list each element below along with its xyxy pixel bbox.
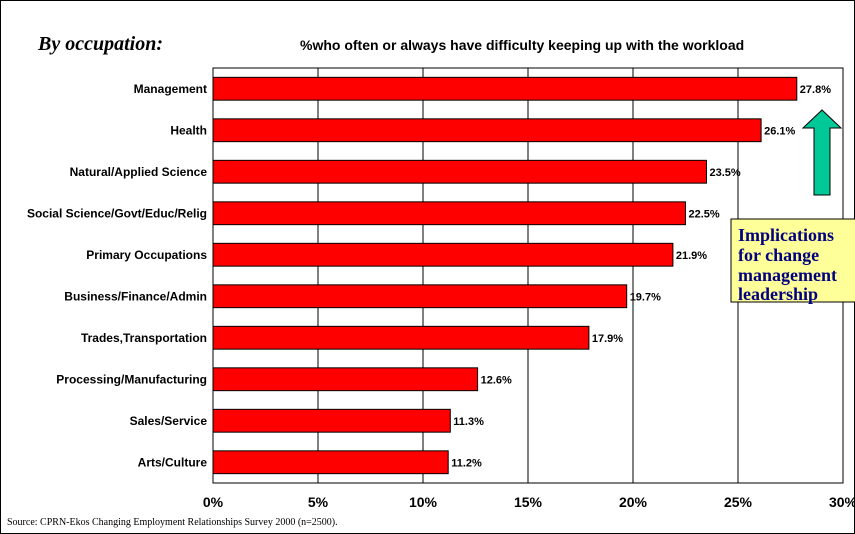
bar [212,325,590,350]
value-label: 27.8% [800,84,831,96]
value-label: 22.5% [689,208,720,220]
category-label: Sales/Service [130,414,208,428]
plot-area: Management Health Natural/Applied Science S… [27,67,855,510]
value-label: 23.5% [710,167,741,179]
callout: Implications for change management leade… [730,109,855,304]
bar [212,118,762,143]
value-labels: 27.8% 26.1% 23.5% 22.5% 21.9% 19.7% 17.9% 12.6%… [451,84,831,470]
value-label: 17.9% [592,333,623,345]
section-label: By occupation: [37,33,163,55]
callout-line-4: leadership [738,284,818,304]
bars [212,76,798,475]
category-label: Primary Occupations [86,248,207,262]
x-tick-label: 5% [308,494,329,510]
category-label: Arts/Culture [138,455,208,469]
category-label: Trades,Transportation [81,331,207,345]
value-label: 21.9% [676,250,707,262]
bar [212,408,451,433]
callout-line-1: Implications [738,225,834,245]
up-arrow-icon [801,109,843,196]
value-label: 12.6% [481,374,512,386]
category-label: Natural/Applied Science [70,165,208,179]
category-label: Health [170,123,207,137]
bar [212,201,686,226]
bar [212,450,449,475]
category-label: Management [134,82,207,96]
bar [212,76,798,101]
bar [212,242,674,267]
callout-line-3: management [738,265,837,285]
value-label: 11.2% [451,457,482,469]
x-tick-label: 20% [619,494,648,510]
callout-box [730,218,855,303]
x-tick-label: 10% [409,494,438,510]
callout-line-2: for change [738,245,819,265]
x-tick-label: 0% [203,494,224,510]
bar [212,159,707,184]
category-label: Business/Finance/Admin [64,289,207,303]
x-tick-label: 30% [829,494,855,510]
x-tick-labels: 0% 5% 10% 15% 20% 25% 30% [203,494,855,510]
value-label: 26.1% [764,125,795,137]
category-label: Processing/Manufacturing [56,372,207,386]
category-labels: Management Health Natural/Applied Science S… [27,82,207,470]
bar [212,367,479,392]
value-label: 11.3% [453,416,484,428]
x-tick-label: 15% [514,494,543,510]
x-tick-label: 25% [724,494,753,510]
source-note: Source: CPRN-Ekos Changing Employment Re… [7,517,338,528]
category-label: Social Science/Govt/Educ/Relig [27,206,207,220]
chart-title: %who often or always have difficulty kee… [300,37,744,53]
bar [212,284,628,309]
value-label: 19.7% [630,291,661,303]
